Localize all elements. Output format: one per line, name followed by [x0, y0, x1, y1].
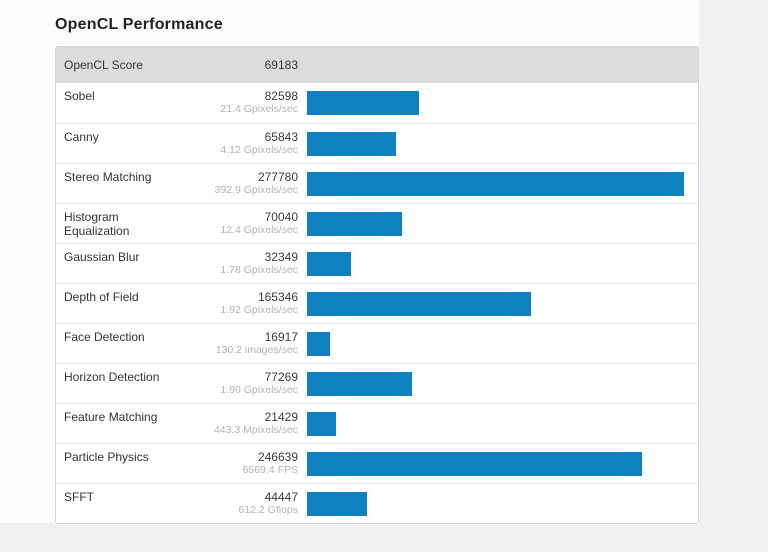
benchmark-label: Horizon Detection: [64, 370, 160, 384]
benchmark-score: 82598: [264, 89, 298, 103]
bar-track: [307, 211, 684, 236]
benchmark-label: Depth of Field: [64, 290, 139, 304]
benchmark-rate: 21.4 Gpixels/sec: [220, 103, 298, 115]
benchmark-score: 77269: [264, 370, 298, 384]
benchmark-label: Face Detection: [64, 330, 145, 344]
benchmark-row: Face Detection 16917 130.2 images/sec: [56, 323, 698, 363]
benchmark-row: SFFT 44447 612.2 Gflops: [56, 483, 698, 523]
bar-track: [307, 371, 684, 396]
bar-track: [307, 291, 684, 316]
benchmark-score: 44447: [264, 490, 298, 504]
bar-track: [307, 451, 684, 476]
benchmark-label: Histogram Equalization: [64, 210, 130, 238]
benchmark-score: 70040: [264, 210, 298, 224]
benchmark-rate: 1.92 Gpixels/sec: [220, 304, 298, 316]
benchmark-value-cell: 65843 4.12 Gpixels/sec: [171, 124, 298, 163]
benchmark-row: Canny 65843 4.12 Gpixels/sec: [56, 123, 698, 163]
benchmark-rate: 392.9 Gpixels/sec: [214, 184, 298, 196]
benchmark-score: 16917: [264, 330, 298, 344]
benchmark-row: Depth of Field 165346 1.92 Gpixels/sec: [56, 283, 698, 323]
benchmark-row: Stereo Matching 277780 392.9 Gpixels/sec: [56, 163, 698, 203]
benchmark-label: Gaussian Blur: [64, 250, 140, 264]
benchmark-bar: [307, 371, 412, 396]
benchmark-label: Particle Physics: [64, 450, 149, 464]
benchmark-rate: 12.4 Gpixels/sec: [220, 224, 298, 236]
bar-track: [307, 91, 684, 115]
results-card: OpenCL Score 69183 Sobel 82598 21.4 Gpix…: [55, 46, 699, 524]
bar-track: [307, 171, 684, 196]
benchmark-score: 277780: [257, 170, 298, 184]
score-label: OpenCL Score: [64, 58, 143, 72]
benchmark-bar: [307, 491, 368, 516]
benchmark-value-cell: 77269 1.90 Gpixels/sec: [171, 364, 298, 403]
benchmark-value-cell: 21429 443.3 Mpixels/sec: [171, 404, 298, 443]
bar-track: [307, 411, 684, 436]
benchmark-row: Feature Matching 21429 443.3 Mpixels/sec: [56, 403, 698, 443]
benchmark-rate: 6569.4 FPS: [242, 464, 298, 476]
benchmark-row: Horizon Detection 77269 1.90 Gpixels/sec: [56, 363, 698, 403]
benchmark-value-cell: 70040 12.4 Gpixels/sec: [171, 204, 298, 243]
score-header: OpenCL Score 69183: [56, 47, 698, 83]
benchmark-bar: [307, 451, 642, 476]
benchmark-rate: 443.3 Mpixels/sec: [213, 424, 298, 436]
benchmark-rows: Sobel 82598 21.4 Gpixels/sec Canny 65843…: [56, 83, 698, 523]
benchmark-value-cell: 44447 612.2 Gflops: [171, 484, 298, 523]
benchmark-value-cell: 16917 130.2 images/sec: [171, 324, 298, 363]
benchmark-bar: [307, 251, 351, 276]
benchmark-score: 65843: [264, 130, 298, 144]
benchmark-bar: [307, 211, 403, 236]
benchmark-value-cell: 32349 1.78 Gpixels/sec: [171, 244, 298, 283]
benchmark-bar: [307, 411, 337, 436]
benchmark-score: 21429: [264, 410, 298, 424]
bar-track: [307, 331, 684, 356]
benchmark-row: Particle Physics 246639 6569.4 FPS: [56, 443, 698, 483]
benchmark-rate: 612.2 Gflops: [238, 504, 298, 516]
benchmark-label: Stereo Matching: [64, 170, 152, 184]
benchmark-row: Histogram Equalization 70040 12.4 Gpixel…: [56, 203, 698, 243]
benchmark-bar: [307, 131, 397, 156]
bar-track: [307, 491, 684, 516]
benchmark-label: Sobel: [64, 89, 95, 103]
benchmark-value-cell: 277780 392.9 Gpixels/sec: [171, 164, 298, 203]
benchmark-score: 246639: [257, 450, 298, 464]
benchmark-label: Feature Matching: [64, 410, 158, 424]
benchmark-value-cell: 82598 21.4 Gpixels/sec: [171, 83, 298, 123]
benchmark-value-cell: 246639 6569.4 FPS: [171, 444, 298, 483]
benchmark-label: Canny: [64, 130, 99, 144]
benchmark-bar: [307, 91, 420, 115]
benchmark-rate: 130.2 images/sec: [215, 344, 298, 356]
benchmark-value-cell: 165346 1.92 Gpixels/sec: [171, 284, 298, 323]
bar-track: [307, 251, 684, 276]
benchmark-bar: [307, 331, 330, 356]
benchmark-rate: 1.78 Gpixels/sec: [220, 264, 298, 276]
benchmark-bar: [307, 291, 532, 316]
page-title: OpenCL Performance: [55, 16, 223, 33]
score-value: 69183: [264, 58, 298, 72]
benchmark-row: Sobel 82598 21.4 Gpixels/sec: [56, 83, 698, 123]
benchmark-row: Gaussian Blur 32349 1.78 Gpixels/sec: [56, 243, 698, 283]
bar-track: [307, 131, 684, 156]
benchmark-label: SFFT: [64, 490, 94, 504]
benchmark-score: 32349: [264, 250, 298, 264]
benchmark-bar: [307, 171, 684, 196]
benchmark-score: 165346: [257, 290, 298, 304]
benchmark-rate: 4.12 Gpixels/sec: [220, 144, 298, 156]
benchmark-rate: 1.90 Gpixels/sec: [220, 384, 298, 396]
